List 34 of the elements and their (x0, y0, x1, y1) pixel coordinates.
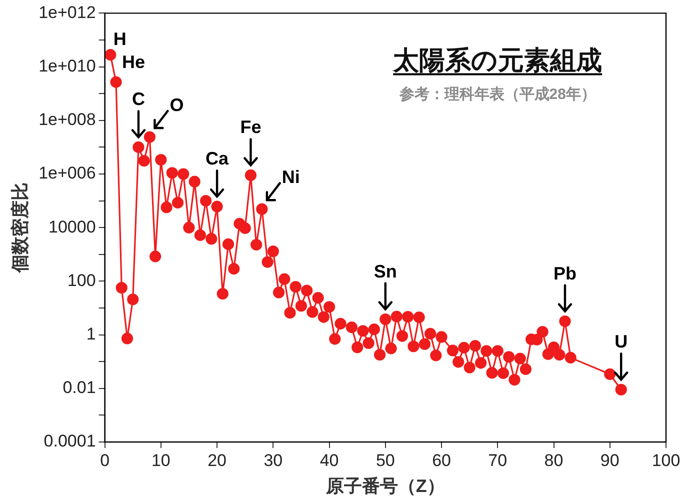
annotation: Sn (374, 261, 397, 282)
annotation: Ni (282, 167, 300, 188)
x-tick-label: 10 (151, 450, 170, 470)
y-tick-label: 0.0001 (44, 432, 96, 451)
annotation: U (614, 332, 628, 352)
x-tick-label: 100 (652, 450, 680, 470)
y-tick-label: 1e+008 (38, 110, 96, 130)
x-tick-label: 60 (432, 450, 451, 470)
x-tick-label: 70 (488, 450, 508, 470)
y-tick-label: 0.01 (62, 378, 96, 398)
text: 太陽系の元素組成 (392, 45, 602, 76)
y-tick-label: 10000 (48, 217, 96, 236)
y-tick-label: 1e+010 (38, 56, 96, 76)
x-tick-label: 30 (264, 450, 283, 470)
y-tick-label: 1e+006 (38, 164, 96, 183)
x-tick-label: 50 (376, 450, 395, 470)
annotation: Fe (240, 117, 262, 138)
annotation: O (170, 95, 184, 116)
x-axis-title: 原子番号（Z） (324, 476, 445, 496)
annotation: Pb (553, 263, 576, 284)
x-tick-label: 80 (544, 450, 564, 470)
annotation: He (122, 52, 146, 72)
x-tick-label: 90 (600, 450, 620, 470)
annotation: Ca (206, 148, 230, 169)
annotation: C (132, 89, 145, 110)
y-tick-label: 1e+012 (38, 2, 96, 22)
text: 参考：理科年表（平成28年） (398, 86, 596, 104)
annotation: H (113, 28, 126, 49)
x-tick-label: 20 (208, 450, 226, 470)
y-axis-title: 個数密度比 (10, 182, 30, 274)
x-tick-label: 0 (100, 450, 110, 470)
y-tick-label: 100 (67, 270, 96, 290)
x-tick-label: 40 (320, 450, 339, 470)
y-tick-label: 1 (86, 324, 96, 344)
